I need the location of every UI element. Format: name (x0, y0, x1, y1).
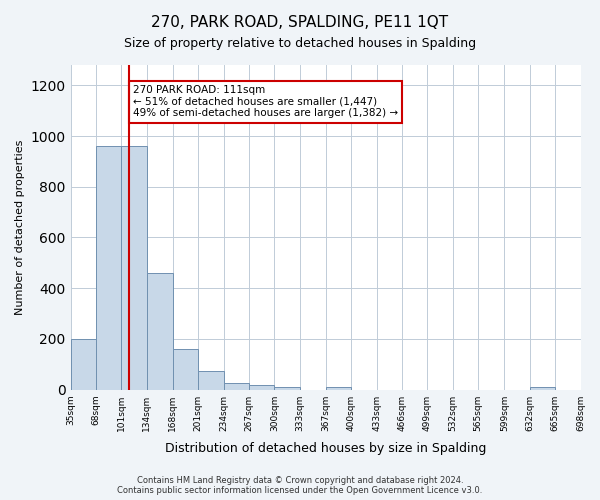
Y-axis label: Number of detached properties: Number of detached properties (15, 140, 25, 315)
Bar (249, 385, 274, 390)
Bar (326, 387, 351, 390)
Bar (224, 384, 249, 390)
Bar (71, 339, 96, 390)
Bar (146, 273, 173, 390)
Bar (530, 387, 555, 390)
Text: 270 PARK ROAD: 111sqm
← 51% of detached houses are smaller (1,447)
49% of semi-d: 270 PARK ROAD: 111sqm ← 51% of detached … (133, 86, 398, 118)
Text: Size of property relative to detached houses in Spalding: Size of property relative to detached ho… (124, 38, 476, 51)
Text: Contains HM Land Registry data © Crown copyright and database right 2024.
Contai: Contains HM Land Registry data © Crown c… (118, 476, 482, 495)
Bar (274, 387, 300, 390)
Bar (173, 349, 198, 390)
Bar (198, 370, 224, 390)
X-axis label: Distribution of detached houses by size in Spalding: Distribution of detached houses by size … (165, 442, 486, 455)
Bar (121, 146, 146, 390)
Bar (96, 146, 121, 390)
Text: 270, PARK ROAD, SPALDING, PE11 1QT: 270, PARK ROAD, SPALDING, PE11 1QT (151, 15, 449, 30)
